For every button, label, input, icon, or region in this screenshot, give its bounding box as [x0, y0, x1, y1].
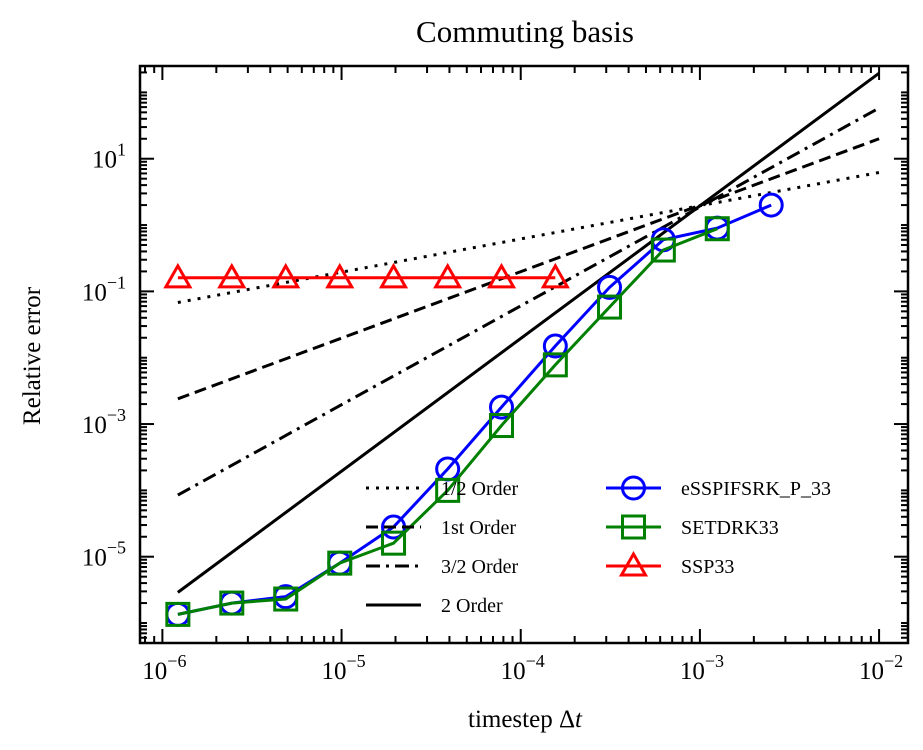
data-point	[433, 262, 463, 289]
data-point	[273, 586, 299, 612]
data-point	[327, 550, 353, 576]
reference-line-4	[176, 71, 880, 594]
legend-label: eSSPIFSRK_P_33	[681, 478, 831, 500]
legend-marker	[621, 475, 646, 501]
x-tick-base: 10	[859, 658, 884, 685]
x-tick-exponent: −6	[167, 651, 186, 671]
y-tick-exponent: 1	[117, 140, 126, 160]
data-point	[704, 216, 730, 242]
data-point	[597, 294, 623, 320]
data-point	[486, 262, 517, 289]
x-tick-base: 10	[142, 658, 167, 685]
series-3	[163, 262, 570, 289]
y-tick-label: 101	[92, 140, 126, 174]
data-point	[489, 394, 515, 420]
data-point	[540, 262, 570, 289]
y-tick-base: 10	[92, 147, 117, 174]
data-point	[325, 262, 355, 289]
legend: 1/2 Order 1st Order 3/2 Order 2 Order eSSPIF…	[366, 475, 831, 617]
y-tick-base: 10	[82, 412, 107, 439]
data-point	[217, 262, 247, 289]
series-2	[165, 216, 730, 627]
x-axis-label-main: timestep Δ	[468, 706, 575, 733]
x-axis-label-italic: t	[575, 706, 583, 733]
plot-frame	[138, 64, 910, 645]
x-tick-base: 10	[501, 658, 526, 685]
y-tick-base: 10	[82, 279, 107, 306]
data-point	[650, 237, 676, 263]
legend-label: SETDRK33	[681, 517, 779, 539]
data-point	[758, 192, 784, 218]
y-tick-exponent: −5	[107, 538, 126, 558]
y-tick-label: 10−5	[82, 538, 126, 572]
chart-title: Commuting basis	[416, 14, 634, 49]
x-tick-exponent: −2	[884, 651, 903, 671]
data-point	[165, 601, 191, 627]
legend-label: 2 Order	[441, 595, 503, 617]
x-tick-exponent: −5	[346, 651, 365, 671]
y-tick-label: 10−1	[82, 272, 126, 306]
reference-line-3	[177, 106, 880, 497]
data-point	[219, 590, 245, 616]
x-tick-label: 10−5	[321, 651, 365, 685]
data-point	[381, 530, 407, 556]
x-tick-label: 10−6	[142, 651, 186, 685]
data-point	[435, 477, 461, 503]
x-tick-label: 10−4	[501, 651, 545, 685]
reference-line-1	[177, 171, 880, 304]
plot-content	[163, 71, 880, 627]
x-tick-label: 10−2	[859, 651, 903, 685]
data-point	[597, 274, 623, 300]
x-tick-exponent: −3	[705, 651, 724, 671]
legend-label: SSP33	[681, 556, 734, 578]
series-line	[177, 227, 718, 616]
data-point	[542, 333, 568, 359]
legend-marker	[621, 514, 646, 540]
y-tick-base: 10	[82, 545, 107, 572]
x-tick-exponent: −4	[526, 651, 545, 671]
x-tick-base: 10	[321, 658, 346, 685]
legend-label: 1st Order	[441, 517, 516, 539]
y-tick-exponent: −1	[107, 272, 126, 292]
y-axis-label: Relative error	[19, 286, 46, 425]
legend-marker	[618, 550, 649, 577]
data-point	[489, 413, 515, 439]
series-line	[177, 203, 772, 616]
data-point	[163, 262, 193, 289]
plot-area	[163, 71, 880, 627]
data-point	[378, 262, 409, 289]
x-tick-base: 10	[680, 658, 705, 685]
data-point	[165, 601, 191, 627]
data-point	[271, 262, 301, 289]
y-tick-label: 10−3	[82, 405, 126, 439]
x-axis-label: timestep Δt	[468, 706, 583, 733]
y-tick-exponent: −3	[107, 405, 126, 425]
legend-label: 1/2 Order	[441, 478, 519, 500]
legend-label: 3/2 Order	[441, 556, 519, 578]
data-point	[542, 352, 568, 378]
x-tick-label: 10−3	[680, 651, 724, 685]
reference-line-2	[177, 137, 880, 401]
